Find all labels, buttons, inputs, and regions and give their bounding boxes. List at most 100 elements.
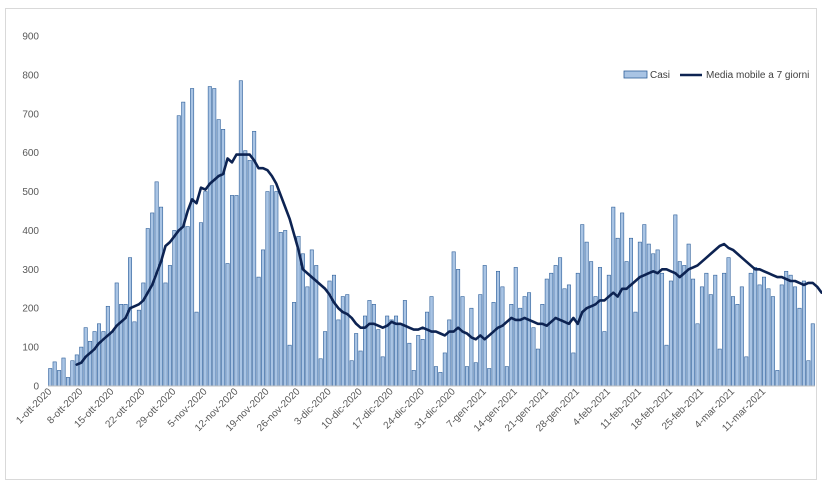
bar-casi (504, 366, 509, 387)
bar-casi (500, 286, 505, 387)
bar-casi (629, 237, 633, 387)
bar-casi (597, 267, 602, 387)
bar-casi (624, 261, 629, 387)
bar-casi (394, 315, 399, 387)
bar-casi (793, 286, 798, 387)
bar-casi (726, 257, 731, 387)
bar-casi (145, 228, 150, 387)
bar-casi (105, 305, 110, 387)
bar-casi (744, 356, 749, 387)
bar-casi (425, 311, 430, 387)
bar-casi (212, 88, 217, 387)
bar-casi (194, 311, 199, 387)
bar-casi (810, 323, 815, 387)
bar-casi (79, 346, 84, 387)
x-axis-tick-labels: 1-ott-20208-ott-202015-ott-202022-ott-20… (14, 386, 768, 434)
bar-casi (225, 263, 230, 387)
bar-casi (571, 352, 576, 387)
y-tick-label: 300 (22, 265, 39, 276)
bar-casi (354, 333, 359, 387)
bar-casi (88, 340, 93, 387)
bar-casi (185, 226, 190, 387)
bar-casi (589, 261, 594, 387)
bar-casi (269, 185, 274, 387)
bar-casi (65, 377, 70, 387)
bar-casi (300, 253, 305, 387)
bar-casi (411, 370, 416, 387)
bar-casi (247, 160, 252, 387)
bar-casi (460, 296, 465, 387)
bar-casi (580, 224, 585, 387)
bar-casi (739, 286, 744, 387)
bar-casi (238, 80, 243, 387)
bar-casi (305, 286, 310, 387)
bar-casi (664, 344, 669, 387)
bar-casi (367, 300, 372, 387)
bar-casi (544, 278, 549, 387)
bar-casi (167, 265, 172, 387)
bar-casi (513, 267, 518, 387)
bar-casi (243, 150, 248, 387)
bar-casi (473, 362, 478, 387)
legend: Casi Media mobile a 7 giorni (623, 70, 809, 81)
bar-casi (549, 272, 554, 387)
bar-casi (74, 354, 79, 387)
bar-casi (376, 329, 381, 387)
bar-casi (216, 119, 221, 387)
bar-casi (762, 276, 767, 387)
bar-casi (92, 331, 97, 387)
bar-casi (797, 307, 802, 387)
bar-casi (61, 357, 66, 387)
y-tick-label: 0 (33, 382, 39, 393)
bar-casi (203, 191, 208, 387)
bar-casi (695, 323, 700, 387)
legend-swatch-casi (623, 70, 648, 79)
chart-frame (5, 8, 817, 480)
bar-casi (699, 286, 704, 387)
bar-casi (677, 261, 682, 387)
bar-casi (438, 372, 443, 387)
bar-casi (261, 249, 266, 387)
bar-casi (318, 358, 323, 387)
bar-casi (114, 282, 119, 387)
bar-casi (416, 335, 421, 387)
bar-casi (256, 276, 261, 387)
bar-casi (234, 195, 239, 387)
bar-casi (717, 348, 722, 387)
bar-casi (464, 366, 469, 387)
bar-casi (52, 361, 57, 387)
bar-casi (558, 257, 563, 387)
bar-casi (735, 304, 740, 387)
bar-casi (128, 257, 133, 387)
bar-casi (788, 274, 793, 387)
bar-casi (389, 319, 394, 387)
bar-casi (527, 292, 532, 387)
y-tick-label: 400 (22, 226, 39, 237)
bar-casi (779, 284, 784, 387)
bar-casi (722, 272, 727, 387)
bar-casi (265, 191, 270, 387)
legend-label-moving-average: Media mobile a 7 giorni (706, 70, 809, 81)
bar-casi (686, 243, 691, 387)
bar-casi (531, 327, 536, 387)
bar-casi (447, 319, 452, 387)
bar-casi (784, 270, 789, 387)
bar-casi (540, 304, 545, 387)
bar-casi (433, 366, 438, 387)
bar-casi (283, 230, 288, 387)
y-tick-label: 200 (22, 304, 39, 315)
bar-casi (713, 274, 718, 387)
bars-layer (48, 80, 815, 387)
bar-casi (668, 280, 673, 387)
bar-casi (230, 195, 234, 387)
bar-casi (402, 300, 407, 387)
y-tick-label: 600 (22, 148, 39, 159)
bar-casi (770, 296, 775, 387)
bar-casi (349, 360, 354, 387)
bar-casi (593, 296, 598, 387)
bar-casi (637, 241, 642, 387)
bar-casi (491, 302, 496, 387)
bar-casi (172, 230, 177, 387)
bar-casi (110, 331, 115, 387)
bar-casi (801, 280, 806, 387)
